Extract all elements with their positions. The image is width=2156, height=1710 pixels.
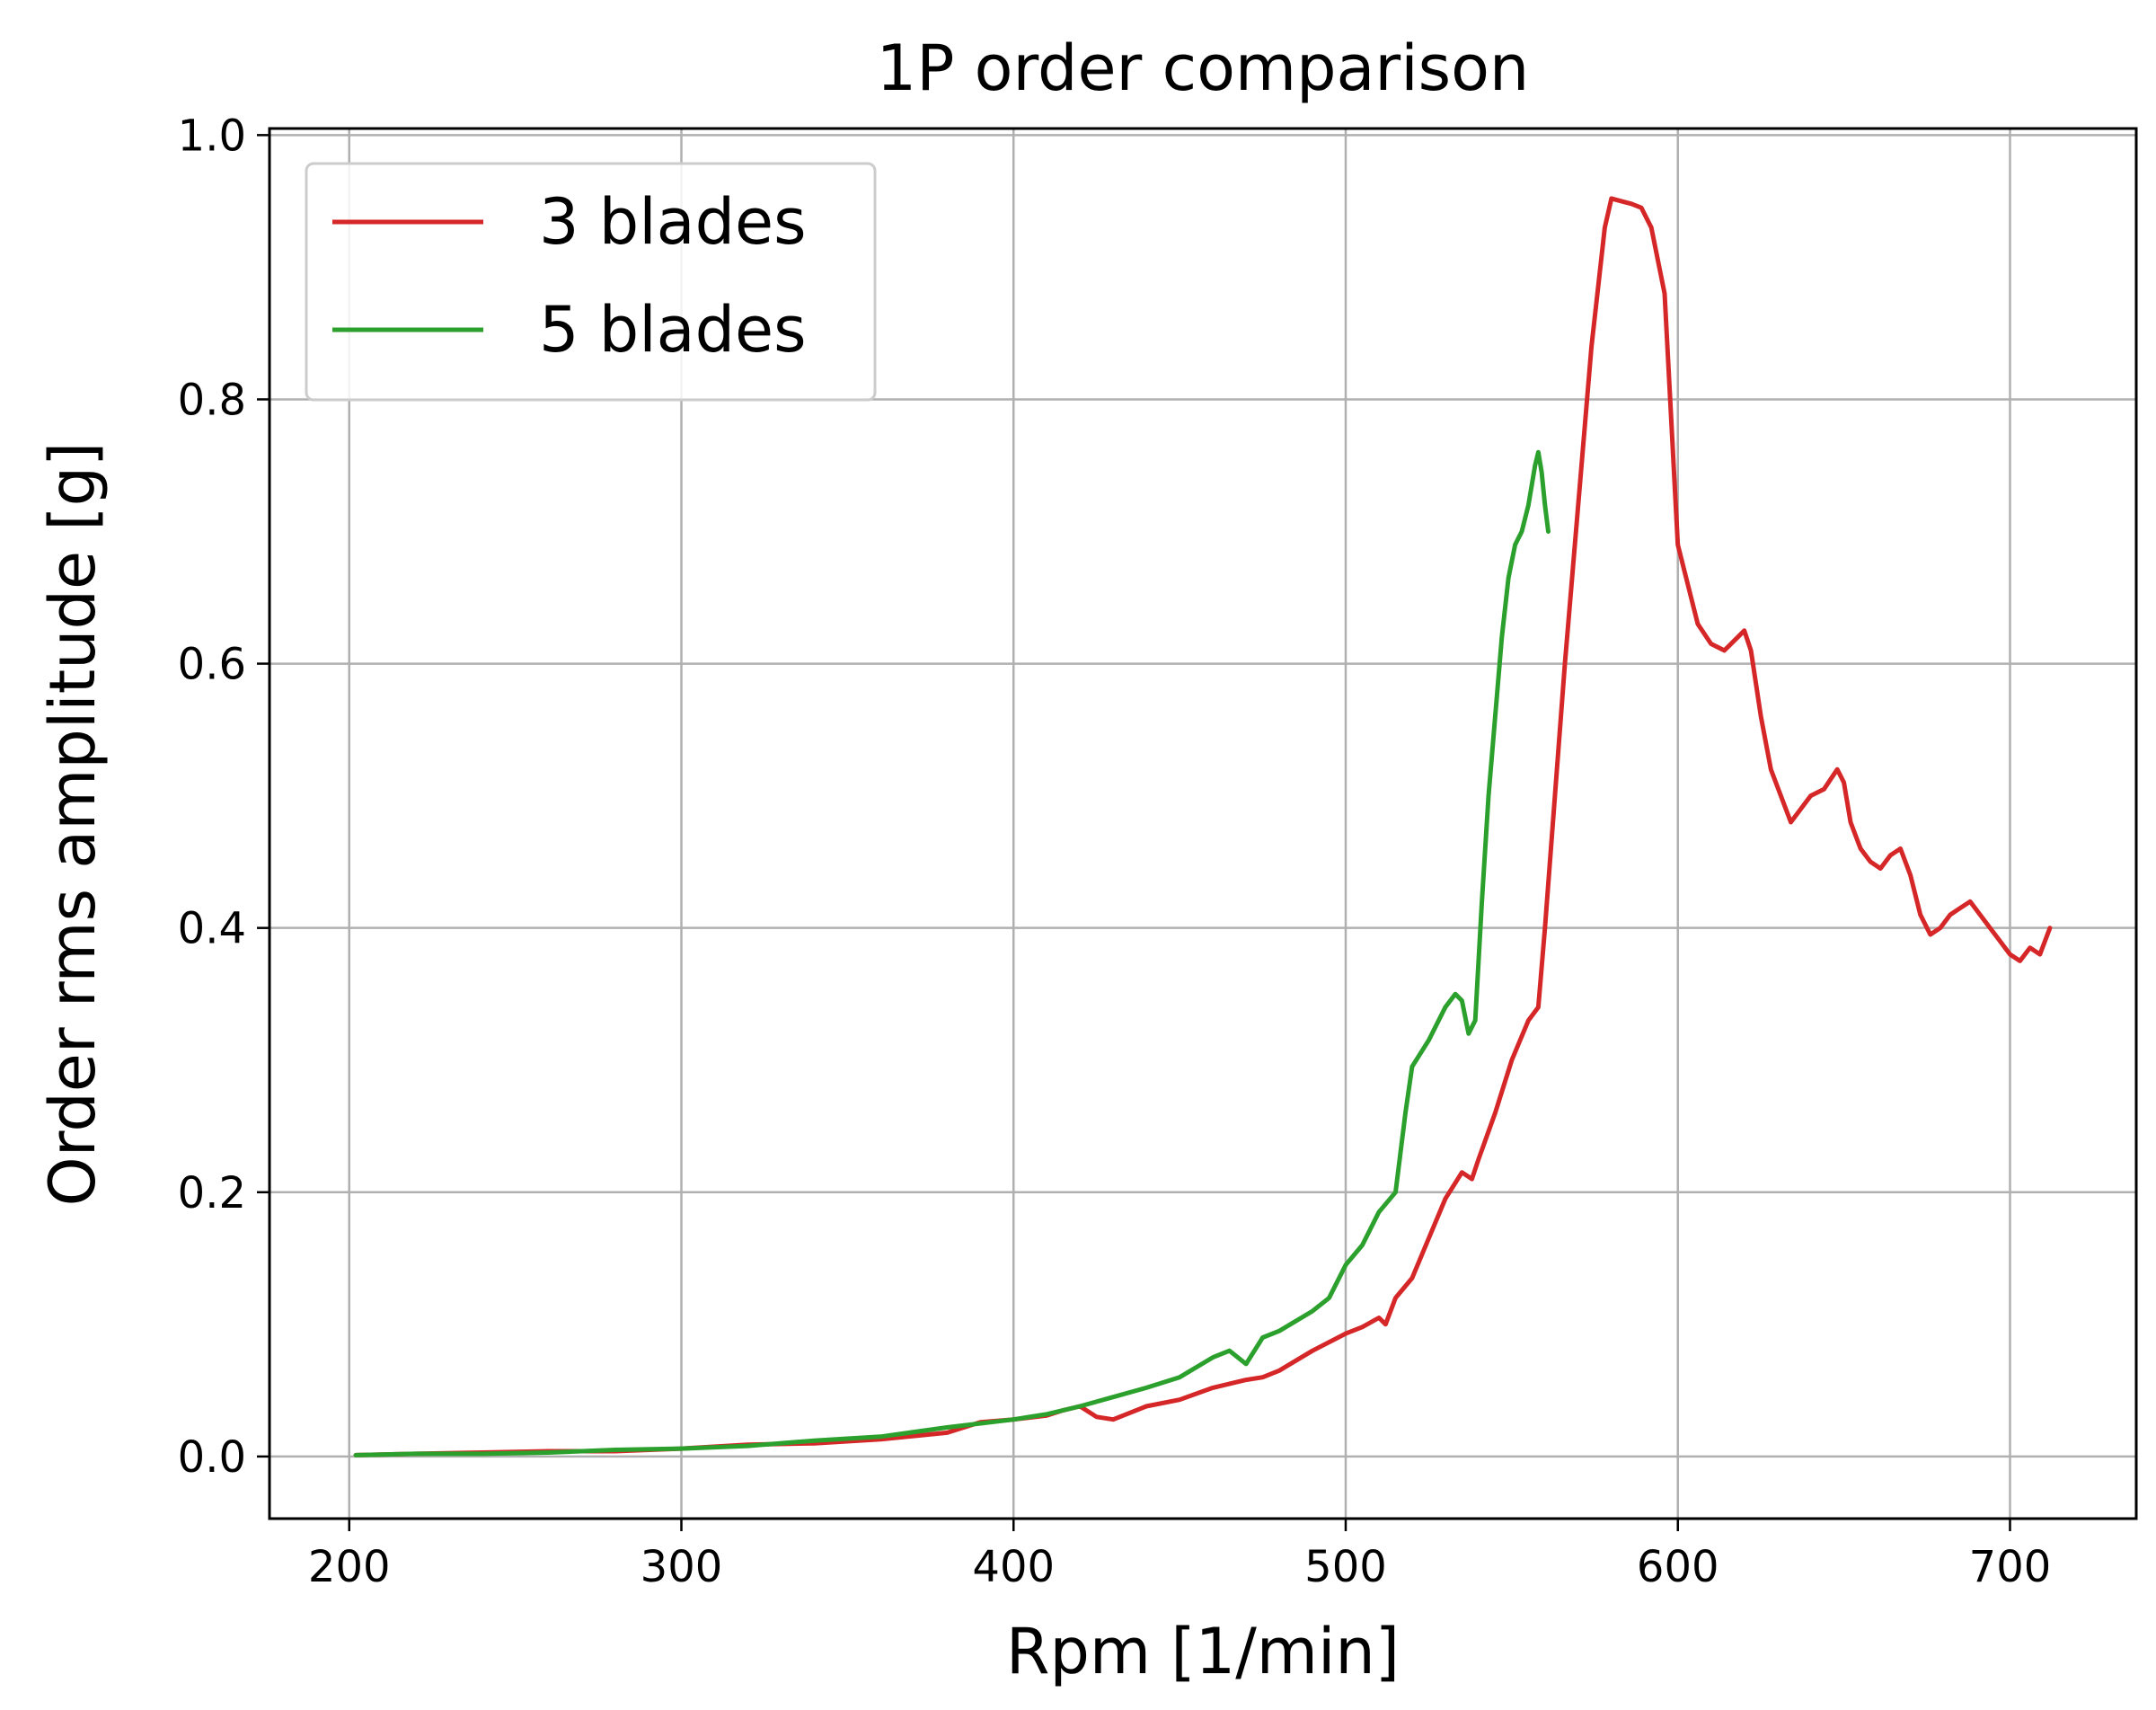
- legend-items: 3 blades 5 blades: [332, 185, 807, 367]
- x-tick-label: 300: [641, 1542, 723, 1592]
- x-tick-label: 400: [972, 1542, 1055, 1592]
- y-tick-label: 0.8: [178, 375, 246, 425]
- series-line-1: [353, 196, 2053, 1457]
- y-tick-label: 0.2: [178, 1168, 246, 1218]
- x-tick-label: 700: [1969, 1542, 2052, 1592]
- x-tick-label: 600: [1637, 1542, 1719, 1592]
- x-axis-ticks: 200 300 400 500 600 700: [308, 1519, 2051, 1592]
- y-tick-label: 0.6: [178, 640, 246, 690]
- grid-lines: [270, 128, 2136, 1519]
- x-tick-label: 500: [1304, 1542, 1387, 1592]
- y-axis-label: Order rms amplitude [g]: [36, 442, 110, 1207]
- y-axis-ticks: 0.0 0.2 0.4 0.6 0.8 1.0: [178, 111, 270, 1483]
- y-tick-label: 0.0: [178, 1432, 246, 1483]
- x-axis-label: Rpm [1/min]: [1006, 1615, 1400, 1688]
- legend-label-1: 3 blades: [539, 185, 807, 259]
- x-tick-label: 200: [308, 1542, 391, 1592]
- series-line-2: [353, 449, 1551, 1457]
- y-tick-label: 1.0: [178, 111, 246, 161]
- legend-label-2: 5 blades: [539, 293, 807, 367]
- plot-series: [353, 196, 2053, 1457]
- plot-area-frame: [268, 127, 2138, 1520]
- chart-title: 1P order comparison: [877, 31, 1530, 105]
- legend: 3 blades 5 blades: [305, 162, 877, 402]
- y-tick-label: 0.4: [178, 904, 246, 954]
